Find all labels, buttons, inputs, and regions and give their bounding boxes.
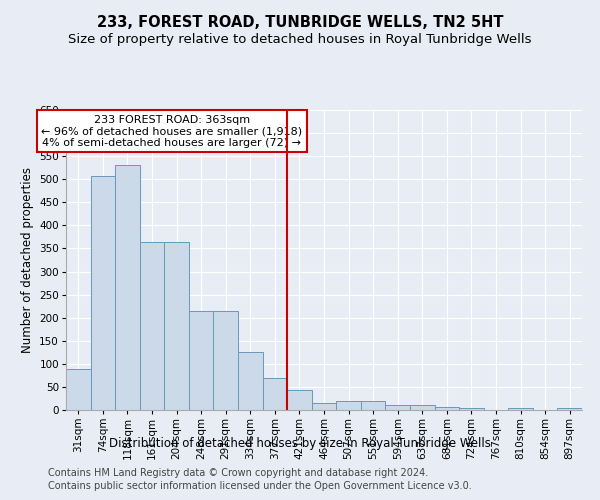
Text: 233 FOREST ROAD: 363sqm
← 96% of detached houses are smaller (1,918)
4% of semi-: 233 FOREST ROAD: 363sqm ← 96% of detache… bbox=[41, 114, 302, 148]
Text: Distribution of detached houses by size in Royal Tunbridge Wells: Distribution of detached houses by size … bbox=[109, 438, 491, 450]
Text: Contains HM Land Registry data © Crown copyright and database right 2024.: Contains HM Land Registry data © Crown c… bbox=[48, 468, 428, 477]
Bar bbox=[336, 401, 361, 410]
Bar bbox=[459, 408, 484, 410]
Bar bbox=[263, 378, 287, 410]
Bar bbox=[508, 408, 533, 410]
Bar bbox=[287, 390, 312, 410]
Bar bbox=[115, 166, 140, 410]
Bar bbox=[91, 176, 115, 410]
Text: Size of property relative to detached houses in Royal Tunbridge Wells: Size of property relative to detached ho… bbox=[68, 32, 532, 46]
Bar bbox=[164, 242, 189, 410]
Bar bbox=[410, 405, 434, 410]
Bar bbox=[189, 311, 214, 410]
Bar bbox=[312, 403, 336, 410]
Bar bbox=[66, 370, 91, 410]
Bar bbox=[385, 405, 410, 410]
Bar bbox=[238, 352, 263, 410]
Text: Contains public sector information licensed under the Open Government Licence v3: Contains public sector information licen… bbox=[48, 481, 472, 491]
Bar bbox=[557, 408, 582, 410]
Bar bbox=[140, 242, 164, 410]
Bar bbox=[214, 311, 238, 410]
Text: 233, FOREST ROAD, TUNBRIDGE WELLS, TN2 5HT: 233, FOREST ROAD, TUNBRIDGE WELLS, TN2 5… bbox=[97, 15, 503, 30]
Bar bbox=[361, 401, 385, 410]
Bar bbox=[434, 407, 459, 410]
Y-axis label: Number of detached properties: Number of detached properties bbox=[21, 167, 34, 353]
